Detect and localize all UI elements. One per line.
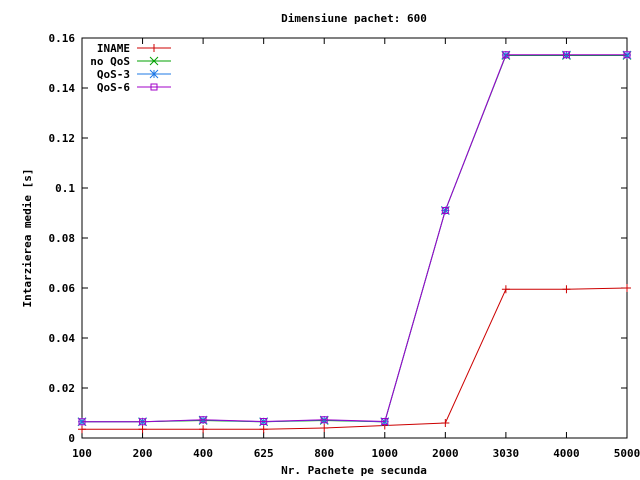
x-tick-label: 625 [254, 447, 274, 460]
x-tick-label: 5000 [614, 447, 640, 460]
data-point [501, 285, 510, 294]
y-tick-label: 0.16 [49, 32, 76, 45]
data-point [381, 418, 389, 425]
legend-marker [150, 83, 158, 91]
data-point [320, 424, 329, 432]
data-point [441, 207, 449, 214]
series-qos-3 [77, 50, 632, 427]
data-point [199, 425, 208, 434]
y-tick-label: 0.08 [49, 232, 76, 245]
series-line [82, 54, 627, 423]
data-point [562, 51, 570, 59]
series-line [82, 54, 627, 423]
series-iname [78, 284, 631, 434]
data-point [320, 416, 328, 424]
series-no-qos [77, 51, 632, 427]
data-point [199, 416, 207, 424]
legend-label: INAME [97, 42, 130, 55]
legend-marker [149, 69, 159, 79]
y-tick-label: 0.06 [49, 282, 76, 295]
y-tick-label: 0.1 [55, 182, 75, 195]
legend-label: QoS-3 [97, 68, 130, 81]
y-tick-label: 0.02 [49, 382, 76, 395]
y-axis-label: Intarzierea medie [s] [21, 168, 34, 307]
x-tick-label: 3030 [493, 447, 520, 460]
x-tick-label: 4000 [553, 447, 580, 460]
data-point [562, 285, 571, 294]
series-line [82, 55, 627, 423]
legend-marker [149, 56, 159, 66]
x-tick-label: 200 [133, 447, 153, 460]
series-layer [77, 50, 632, 434]
data-point [139, 418, 147, 426]
data-point [78, 418, 86, 426]
x-tick-label: 800 [314, 447, 334, 460]
series-line [82, 287, 628, 430]
x-axis-label: Nr. Pachete pe secunda [281, 464, 427, 477]
legend-label: no QoS [90, 55, 130, 68]
data-point [623, 284, 631, 292]
legend-marker [150, 44, 158, 52]
y-tick-label: 0.14 [49, 82, 76, 95]
data-point [441, 419, 450, 427]
data-point [259, 425, 268, 434]
x-tick-label: 2000 [432, 447, 459, 460]
y-tick-label: 0.12 [49, 132, 76, 145]
axis-ticks: 0 0.02 0.04 0.06 0.08 0.1 0.12 0.14 0.16 100 200 40… [49, 32, 640, 460]
y-tick-label: 0 [68, 432, 75, 445]
data-point [502, 51, 510, 59]
data-point [260, 418, 268, 425]
x-tick-label: 100 [72, 447, 92, 460]
series-qos-6 [78, 51, 631, 426]
data-point [78, 425, 86, 434]
legend-label: QoS-6 [97, 81, 130, 94]
y-tick-label: 0.04 [49, 332, 76, 345]
plot-frame [81, 37, 628, 439]
data-point [138, 425, 147, 434]
chart-title: Dimensiune pachet: 600 [281, 12, 427, 25]
x-tick-label: 400 [193, 447, 213, 460]
x-tick-label: 1000 [372, 447, 399, 460]
data-point [623, 51, 631, 59]
